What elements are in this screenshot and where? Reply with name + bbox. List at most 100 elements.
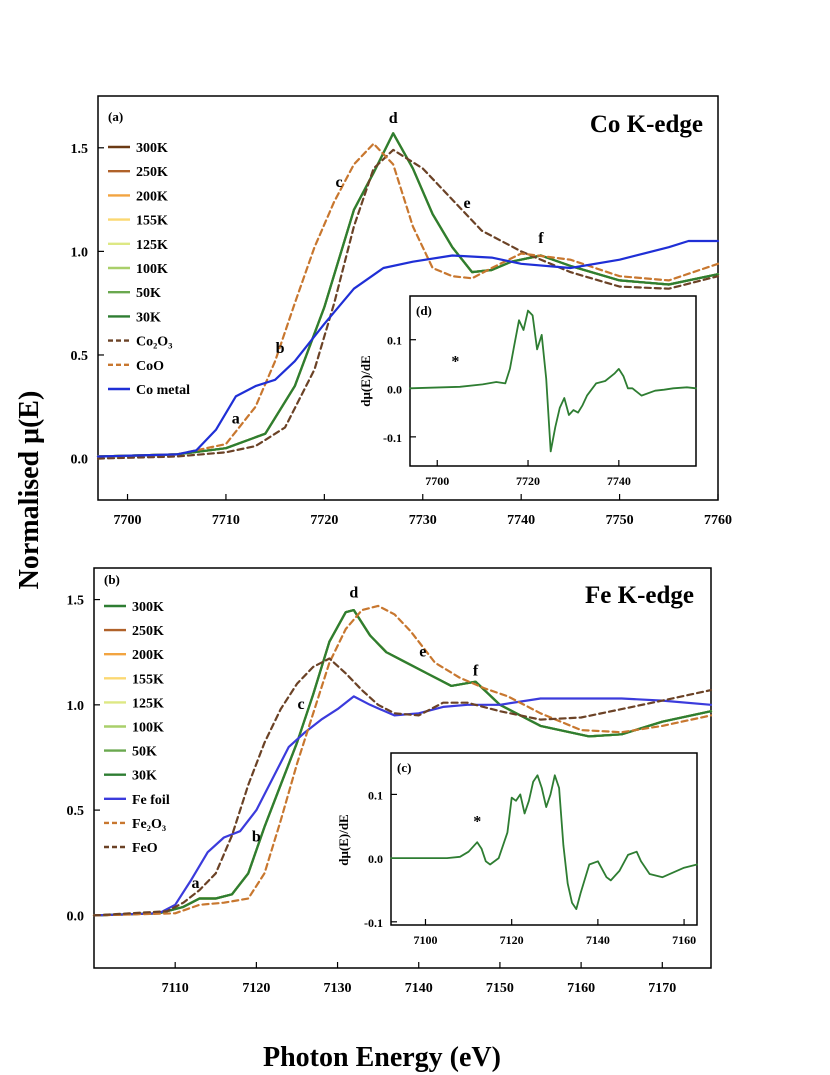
pre-edge-star-marker: * <box>473 813 481 830</box>
series-line <box>92 608 713 917</box>
y-tick-label: 1.0 <box>67 699 85 714</box>
feature-label: b <box>252 829 261 846</box>
y-tick-label: 1.5 <box>67 594 85 609</box>
y-tick-label: 1.0 <box>71 245 89 260</box>
series-line <box>92 657 713 917</box>
feature-label: e <box>463 195 470 212</box>
y-tick-label: 0.1 <box>368 788 383 802</box>
x-tick-label: 7720 <box>310 513 338 528</box>
inset-d-label: (d) <box>416 303 432 318</box>
x-tick-label: 7710 <box>212 513 240 528</box>
series-line <box>96 239 720 458</box>
series-line <box>92 604 713 917</box>
feature-label: f <box>538 230 544 247</box>
legend-label: Fe₂O₃ <box>132 817 166 832</box>
inset-c-frame <box>390 752 698 926</box>
x-tick-label: 7170 <box>648 981 676 996</box>
legend-label: 155K <box>136 214 168 229</box>
panel-a-annotations: a b c d e f <box>232 110 544 427</box>
x-tick-label: 7700 <box>114 513 142 528</box>
x-tick-label: 7740 <box>607 474 631 488</box>
panel-a-legend: 300K 250K 200K 155K 125K 100K 50K 30K Co₂O₃ CoO Co… <box>108 141 190 398</box>
panel-a-ticks: 7700 7710 7720 7730 7740 7750 7760 0.0 0.5 1.0 1.5 <box>71 142 733 528</box>
series-line <box>390 774 698 910</box>
panel-a-frame <box>97 95 719 501</box>
legend-label: 125K <box>136 238 168 253</box>
legend-label: 50K <box>136 286 161 301</box>
panel-a-label: (a) <box>108 109 123 124</box>
legend-label: 50K <box>132 745 157 760</box>
y-tick-label: 0.5 <box>71 349 89 364</box>
feature-label: a <box>232 410 240 427</box>
legend-label: 100K <box>132 721 164 736</box>
x-tick-label: 7160 <box>672 933 696 947</box>
panel-b-series <box>92 604 713 917</box>
x-tick-label: 7120 <box>500 933 524 947</box>
inset-c: 7100 7120 7140 7160 -0.1 0.0 0.1 * (c) dμ(E)/d… <box>336 752 698 947</box>
inset-c-ticks: 7100 7120 7140 7160 -0.1 0.0 0.1 <box>364 788 696 947</box>
series-line <box>96 132 720 458</box>
inset-d: 7700 7720 7740 -0.1 0.0 0.1 * (d) dμ(E)/dE <box>358 295 697 488</box>
legend-label: 250K <box>136 165 168 180</box>
inset-c-ylabel: dμ(E)/dE <box>336 814 351 865</box>
x-tick-label: 7760 <box>704 513 732 528</box>
legend-label: Co₂O₃ <box>136 335 172 350</box>
y-axis-label: Normalised μ(E) <box>14 391 45 590</box>
series-line <box>92 695 713 917</box>
legend-label: 250K <box>132 624 164 639</box>
feature-label: c <box>336 174 343 191</box>
series-line <box>409 309 697 453</box>
y-tick-label: 0.0 <box>71 453 89 468</box>
y-tick-label: 0.0 <box>67 909 85 924</box>
feature-label: c <box>297 696 304 713</box>
feature-label: d <box>389 110 398 127</box>
series-line <box>96 142 720 458</box>
legend-label: 125K <box>132 696 164 711</box>
x-tick-label: 7140 <box>405 981 433 996</box>
inset-d-ticks: 7700 7720 7740 -0.1 0.0 0.1 <box>383 334 631 488</box>
y-tick-label: -0.1 <box>364 916 383 930</box>
panel-b-legend: 300K 250K 200K 155K 125K 100K 50K 30K Fe foil Fe₂… <box>104 600 170 856</box>
inset-c-annotations: * <box>473 813 481 830</box>
x-tick-label: 7150 <box>486 981 514 996</box>
x-tick-label: 7120 <box>242 981 270 996</box>
inset-d-annotations: * <box>451 353 459 370</box>
legend-label: 200K <box>136 189 168 204</box>
y-tick-label: 0.0 <box>387 382 402 396</box>
x-tick-label: 7100 <box>413 933 437 947</box>
panel-b-frame <box>93 567 712 969</box>
x-tick-label: 7730 <box>409 513 437 528</box>
feature-label: d <box>349 584 358 601</box>
legend-label: FeO <box>132 841 158 856</box>
panel-a-series <box>96 132 720 460</box>
legend-label: Co metal <box>136 383 190 398</box>
x-tick-label: 7110 <box>162 981 189 996</box>
panel-b-ticks: 7110 7120 7130 7140 7150 7160 7170 0.0 0.5 1.0 1.5 <box>67 594 677 996</box>
x-tick-label: 7130 <box>324 981 352 996</box>
legend-label: Fe foil <box>132 793 170 808</box>
inset-c-series <box>390 774 698 910</box>
legend-label: 300K <box>136 141 168 156</box>
y-tick-label: 0.5 <box>67 804 85 819</box>
legend-label: CoO <box>136 359 164 374</box>
panel-a-title: Co K-edge <box>590 111 703 138</box>
y-tick-label: 0.1 <box>387 334 402 348</box>
panel-b-label: (b) <box>104 572 120 587</box>
legend-label: 100K <box>136 262 168 277</box>
inset-d-series <box>409 309 697 453</box>
x-axis-label: Photon Energy (eV) <box>263 1042 501 1073</box>
series-line <box>96 148 720 460</box>
y-tick-label: 1.5 <box>71 142 89 157</box>
legend-label: 30K <box>132 769 157 784</box>
feature-label: f <box>473 662 479 679</box>
panel-b-annotations: a b c d e f <box>191 584 478 892</box>
feature-label: b <box>276 340 285 357</box>
inset-d-ylabel: dμ(E)/dE <box>358 355 373 406</box>
x-tick-label: 7140 <box>586 933 610 947</box>
feature-label: a <box>191 875 199 892</box>
pre-edge-star-marker: * <box>451 353 459 370</box>
legend-label: 30K <box>136 310 161 325</box>
feature-label: e <box>419 643 426 660</box>
x-tick-label: 7700 <box>425 474 449 488</box>
